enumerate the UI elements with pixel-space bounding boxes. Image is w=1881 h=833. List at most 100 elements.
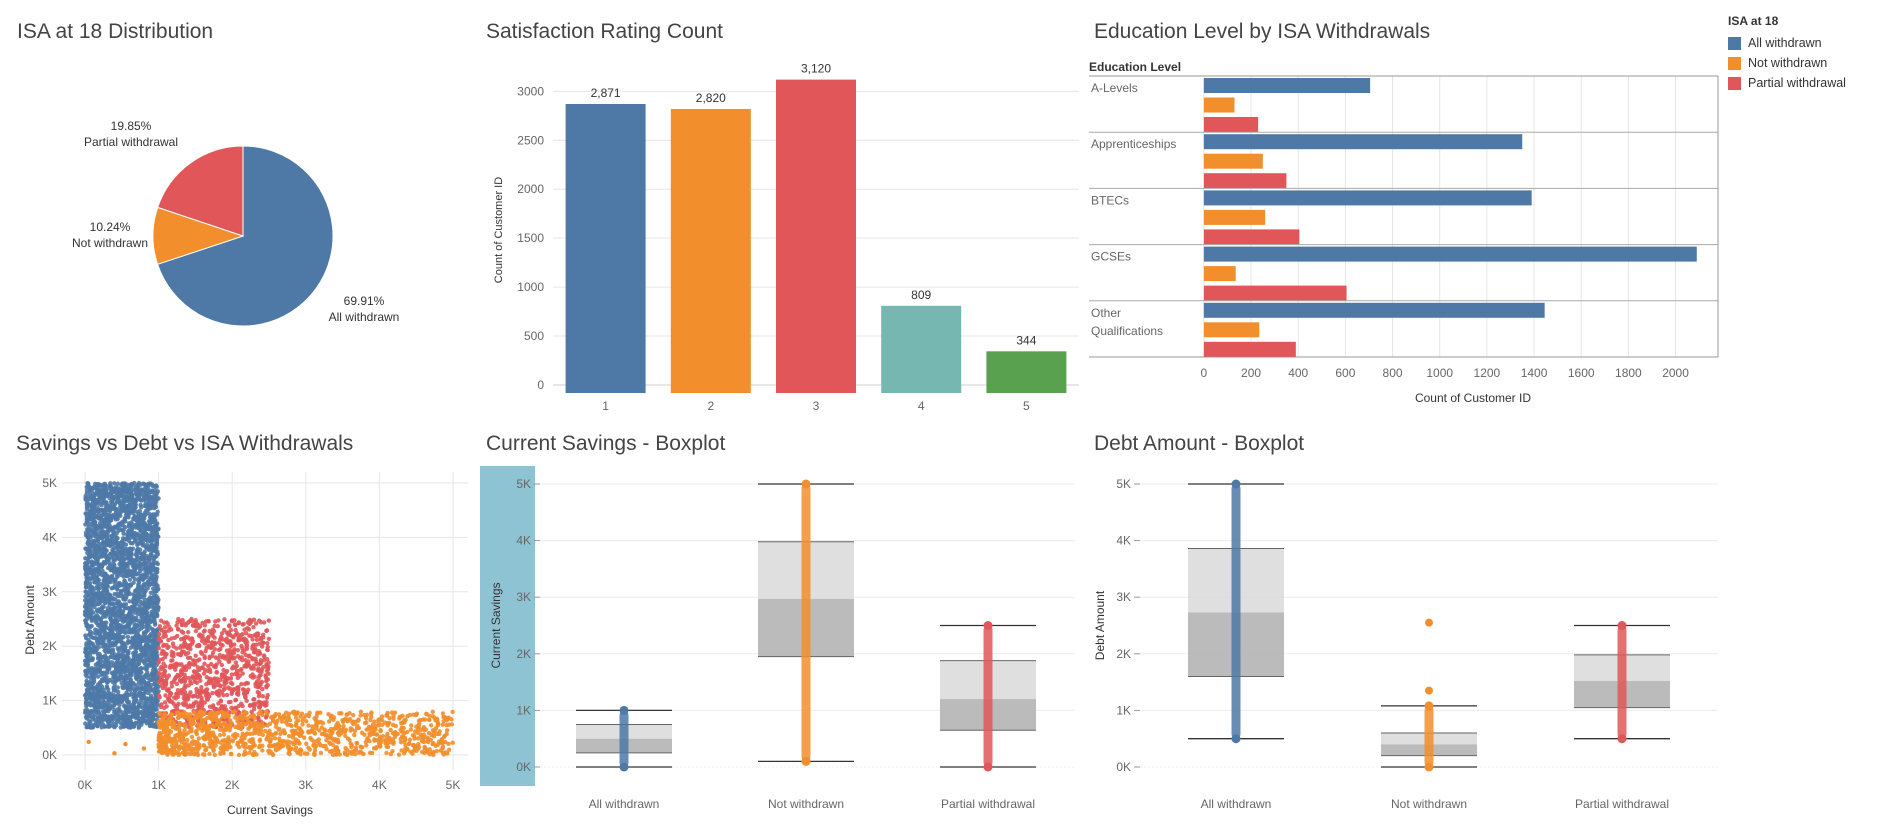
scatter-point-all-withdrawn [120,542,126,547]
scatter-point-all-withdrawn [122,718,128,723]
scatter-point-all-withdrawn [124,584,130,590]
scatter-point-all-withdrawn [100,722,106,727]
savings-boxplot-title: Current Savings - Boxplot [486,432,726,455]
edu-bar-gcses-partial-withdrawal [1203,285,1347,301]
scatter-point-not-withdrawn [185,737,190,743]
scatter-point-all-withdrawn [143,650,148,656]
scatter-point-all-withdrawn [110,649,116,654]
scatter-point-not-withdrawn [326,719,332,724]
scatter-point-all-withdrawn [131,592,136,597]
scatter-point-all-withdrawn [91,503,96,508]
scatter-point-partial-withdrawal [258,620,264,625]
scatter-point-all-withdrawn [105,583,110,589]
edu-row-label: Qualifications [1091,324,1163,338]
scatter-point-not-withdrawn [310,724,315,729]
scatter-point-partial-withdrawal [177,645,183,651]
scatter-point-all-withdrawn [125,553,130,559]
scatter-point-all-withdrawn [122,624,128,629]
scatter-point-all-withdrawn [102,600,107,605]
scatter-point-all-withdrawn [99,531,104,536]
scatter-point-partial-withdrawal [233,622,238,628]
scatter-point-all-withdrawn [150,574,155,579]
scatter-point-all-withdrawn [135,523,141,529]
scatter-point-all-withdrawn [121,654,126,660]
scatter-point-all-withdrawn [86,517,91,522]
legend-item-all-withdrawn[interactable]: All withdrawn [1728,33,1846,53]
scatter-point-all-withdrawn [131,508,136,514]
scatter-point-not-withdrawn [399,748,404,753]
scatter-point-all-withdrawn [99,523,104,528]
scatter-point-partial-withdrawal [257,673,262,679]
scatter-point-partial-withdrawal [208,669,213,675]
scatter-point-not-withdrawn [241,710,247,715]
scatter-point-all-withdrawn [148,545,153,550]
legend-swatch-all-withdrawn [1728,36,1741,50]
scatter-point-all-withdrawn [122,597,128,602]
scatter-point-all-withdrawn [95,674,101,679]
scatter-point-all-withdrawn [107,600,112,606]
scatter-point-all-withdrawn [120,549,125,555]
scatter-point-partial-withdrawal [197,688,202,693]
scatter-point-all-withdrawn [83,511,88,516]
scatter-point-all-withdrawn [92,616,98,621]
scatter-point-all-withdrawn [121,634,126,640]
scatter-point-all-withdrawn [83,584,89,590]
scatter-point-all-withdrawn [106,719,111,725]
scatter-point-all-withdrawn [116,660,121,665]
scatter-point-all-withdrawn [135,546,140,552]
scatter-point-all-withdrawn [151,605,156,611]
scatter-point-all-withdrawn [136,493,141,499]
scatter-point-all-withdrawn [140,712,146,717]
scatter-point-all-withdrawn [100,701,106,706]
scatter-point-all-withdrawn [150,483,156,489]
scatter-point-partial-withdrawal [215,676,220,681]
scatter-point-not-withdrawn [191,710,197,715]
bar-rating-1 [565,103,646,394]
scatter-point-all-withdrawn [100,708,106,714]
scatter-point-all-withdrawn [146,634,151,640]
scatter-point-partial-withdrawal [241,622,246,627]
scatter-point-partial-withdrawal [244,690,249,695]
scatter-point-partial-withdrawal [232,705,238,711]
scatter-point-all-withdrawn [96,512,102,518]
scatter-point-partial-withdrawal [196,633,202,638]
scatter-point-partial-withdrawal [159,628,164,633]
scatter-point-all-withdrawn [150,639,155,645]
scatter-point-not-withdrawn [379,714,385,719]
edu-row-label: A-Levels [1091,81,1138,95]
scatter-point-all-withdrawn [131,700,137,706]
legend-item-not-withdrawn[interactable]: Not withdrawn [1728,53,1846,73]
scatter-y-tick-label: 0K [42,748,57,762]
scatter-point-all-withdrawn [95,665,100,671]
scatter-point-partial-withdrawal [213,655,218,660]
scatter-point-all-withdrawn [97,547,102,553]
scatter-point-all-withdrawn [86,503,92,508]
scatter-point-partial-withdrawal [214,670,219,675]
scatter-point-all-withdrawn [103,630,108,635]
scatter-point-all-withdrawn [130,574,136,579]
scatter-point-all-withdrawn [139,658,144,663]
scatter-point-all-withdrawn [125,569,131,574]
scatter-point-all-withdrawn [104,556,110,561]
scatter-point-all-withdrawn [97,600,103,605]
scatter-point-partial-withdrawal [253,621,259,626]
scatter-point-not-withdrawn [177,721,183,726]
legend-item-partial-withdrawal[interactable]: Partial withdrawal [1728,73,1846,93]
scatter-point-all-withdrawn [133,557,138,563]
scatter-point-all-withdrawn [129,606,134,611]
scatter-point-not-withdrawn [233,724,238,730]
scatter-point-partial-withdrawal [203,688,208,693]
scatter-point-all-withdrawn [87,602,92,608]
scatter-point-partial-withdrawal [265,647,270,653]
scatter-point-not-withdrawn [327,740,332,745]
scatter-point-not-withdrawn [411,712,416,717]
scatter-point-all-withdrawn [154,527,160,532]
scatter-point-partial-withdrawal [243,631,249,636]
scatter-point-partial-withdrawal [266,636,272,641]
legend-title: ISA at 18 [1728,14,1779,28]
scatter-point-not-withdrawn [363,739,369,745]
scatter-point-all-withdrawn [149,704,155,709]
scatter-point-partial-withdrawal [161,673,167,678]
scatter-point-partial-withdrawal [265,677,271,682]
scatter-point-partial-withdrawal [156,679,162,685]
